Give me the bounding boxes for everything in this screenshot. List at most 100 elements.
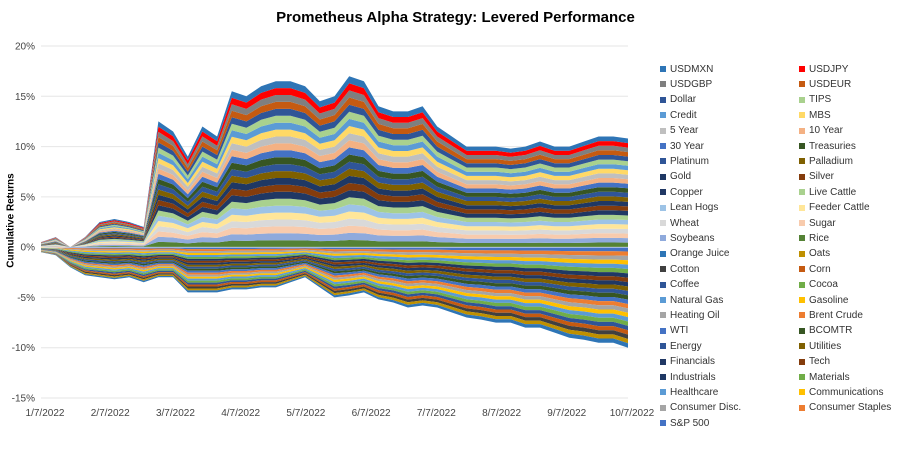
legend-item: Oats <box>799 247 830 261</box>
legend-swatch <box>799 281 805 288</box>
legend-swatch <box>660 158 666 165</box>
legend-swatch <box>660 112 666 119</box>
legend-swatch <box>660 204 666 211</box>
legend-label: Corn <box>809 263 831 275</box>
y-tick-label: -5% <box>17 293 35 304</box>
legend-swatch <box>799 66 805 72</box>
legend-item: Energy <box>660 339 702 353</box>
legend-label: S&P 500 <box>670 417 710 429</box>
legend-item: Copper <box>660 185 703 199</box>
legend-item: BCOMTR <box>799 324 852 338</box>
legend-label: USDMXN <box>670 63 714 75</box>
legend-label: Treasuries <box>809 140 856 152</box>
y-tick-label: -10% <box>12 343 35 354</box>
legend-swatch <box>660 143 666 149</box>
legend-item: Communications <box>799 385 883 399</box>
legend-swatch <box>660 173 666 180</box>
x-tick-label: 9/7/2022 <box>547 408 586 419</box>
legend-swatch <box>799 343 805 350</box>
area-series <box>41 204 628 248</box>
chart-title: Prometheus Alpha Strategy: Levered Perfo… <box>276 9 635 26</box>
legend-swatch <box>799 297 805 303</box>
legend-label: Utilities <box>809 340 842 352</box>
stacked-areas <box>41 76 628 348</box>
legend-label: Feeder Cattle <box>809 202 870 214</box>
legend-swatch <box>799 96 805 103</box>
y-tick-label: 0% <box>21 243 36 254</box>
legend-swatch <box>660 235 666 242</box>
legend-item: Cocoa <box>799 278 838 292</box>
legend-item: Credit <box>660 108 697 122</box>
legend-item: WTI <box>660 324 688 338</box>
legend-item: Heating Oil <box>660 308 719 322</box>
legend-label: 30 Year <box>670 140 704 152</box>
legend-label: Industrials <box>670 371 716 383</box>
legend-label: Wheat <box>670 217 699 229</box>
legend-item: S&P 500 <box>660 416 709 430</box>
y-tick-label: 15% <box>15 92 35 103</box>
legend-item: Lean Hogs <box>660 201 718 215</box>
x-tick-label: 7/7/2022 <box>417 408 456 419</box>
legend-swatch <box>660 96 666 103</box>
y-tick-label: 20% <box>15 42 35 53</box>
legend-label: Communications <box>809 386 884 398</box>
legend-label: USDGBP <box>670 78 713 90</box>
legend-swatch <box>799 158 805 165</box>
area-series <box>41 183 628 248</box>
area-series <box>41 211 628 248</box>
legend-label: Soybeans <box>670 232 715 244</box>
legend-item: Treasuries <box>799 139 856 153</box>
legend-swatch <box>799 204 805 211</box>
area-series <box>41 218 628 248</box>
legend-item: 10 Year <box>799 124 843 138</box>
legend-swatch <box>660 343 666 350</box>
x-tick-label: 6/7/2022 <box>352 408 391 419</box>
legend-label: Healthcare <box>670 386 719 398</box>
legend-swatch <box>799 173 805 180</box>
x-tick-labels: 1/7/2022 2/7/2022 3/7/2022 4/7/2022 5/7/2022… <box>26 408 655 419</box>
legend-label: Heating Oil <box>670 309 720 321</box>
legend-item: Rice <box>799 231 829 245</box>
legend-item: Soybeans <box>660 231 714 245</box>
legend-item: Natural Gas <box>660 293 723 307</box>
legend-swatch <box>799 235 805 242</box>
legend-swatch <box>799 127 805 134</box>
legend-label: Consumer Disc. <box>670 402 742 414</box>
legend-swatch <box>660 281 666 288</box>
legend-label: MBS <box>809 109 831 121</box>
legend-swatch <box>660 389 666 396</box>
legend-item: Healthcare <box>660 385 718 399</box>
legend-swatch <box>799 143 805 149</box>
legend-label: Credit <box>670 109 697 121</box>
legend-label: TIPS <box>809 94 832 106</box>
legend-label: Tech <box>809 356 831 368</box>
legend-item: USDJPY <box>799 62 848 76</box>
legend-label: Coffee <box>670 279 700 291</box>
legend-label: 5 Year <box>670 125 699 137</box>
legend-swatch <box>799 404 805 411</box>
legend-label: Live Cattle <box>809 186 857 198</box>
legend-swatch <box>660 189 666 196</box>
legend-item: Palladium <box>799 154 853 168</box>
legend-label: Natural Gas <box>670 294 724 306</box>
legend-swatch <box>799 374 805 380</box>
legend-item: Dollar <box>660 93 696 107</box>
legend-swatch <box>660 250 666 257</box>
y-tick-label: -15% <box>12 394 35 405</box>
legend-item: USDMXN <box>660 62 713 76</box>
legend-swatch <box>660 127 666 134</box>
legend-label: Dollar <box>670 94 697 106</box>
legend-label: USDEUR <box>809 78 852 90</box>
area-series <box>41 225 628 248</box>
legend-label: Silver <box>809 171 835 183</box>
x-tick-label: 3/7/2022 <box>156 408 195 419</box>
legend-item: Orange Juice <box>660 247 729 261</box>
legend-swatch <box>799 312 805 319</box>
legend-label: Energy <box>670 340 702 352</box>
legend-item: Industrials <box>660 370 716 384</box>
legend-item: 5 Year <box>660 124 698 138</box>
legend-item: Sugar <box>799 216 836 230</box>
legend-label: Brent Crude <box>809 309 863 321</box>
legend-item: Consumer Staples <box>799 401 891 415</box>
legend-item: Coffee <box>660 278 699 292</box>
